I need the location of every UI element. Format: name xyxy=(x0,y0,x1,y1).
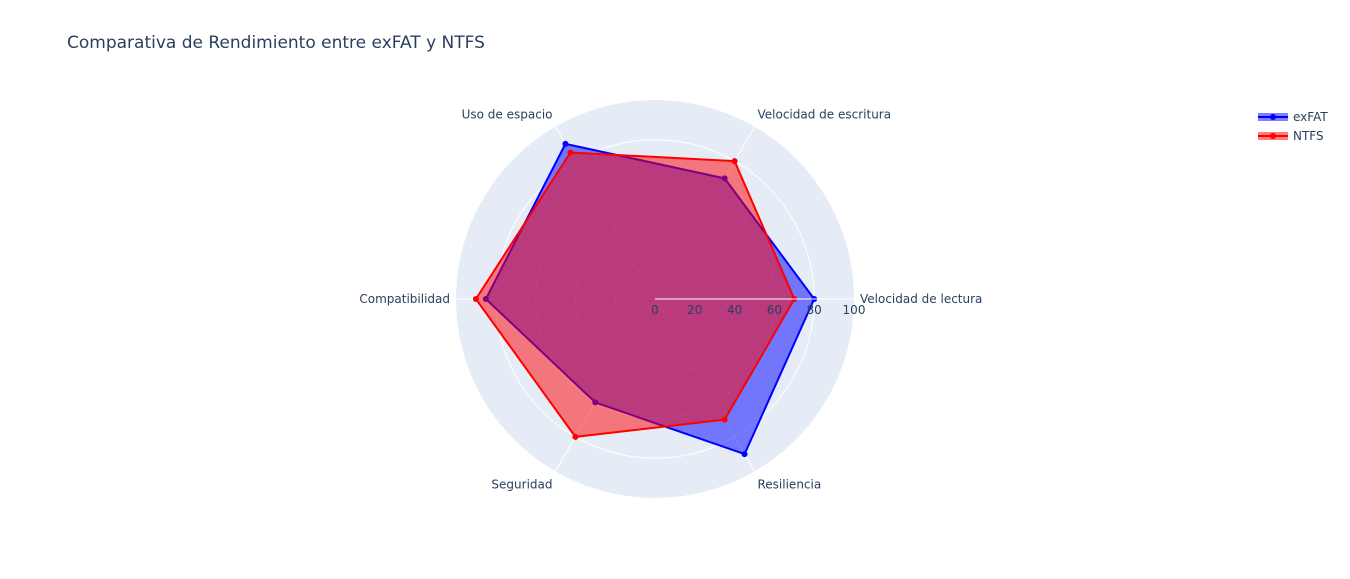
data-point-ntfs-5 xyxy=(721,416,728,423)
data-point-ntfs-1 xyxy=(731,158,738,165)
category-label: Velocidad de lectura xyxy=(860,292,982,306)
legend-item-exfat[interactable]: exFAT xyxy=(1258,107,1328,126)
radial-tick-label: 20 xyxy=(687,303,702,317)
category-label: Uso de espacio xyxy=(462,107,553,121)
legend-label-ntfs: NTFS xyxy=(1293,128,1324,143)
category-label: Resiliencia xyxy=(758,478,822,492)
category-label: Velocidad de escritura xyxy=(758,107,892,121)
legend-item-ntfs[interactable]: NTFS xyxy=(1258,126,1328,145)
category-label: Compatibilidad xyxy=(359,292,450,306)
radial-tick-label: 40 xyxy=(727,303,742,317)
radial-tick-label: 60 xyxy=(767,303,782,317)
radial-tick-label: 0 xyxy=(651,303,659,317)
legend-swatch-exfat-icon xyxy=(1258,112,1288,121)
data-point-exfat-5 xyxy=(741,451,748,458)
data-point-ntfs-2 xyxy=(567,149,574,156)
radial-tick-label: 80 xyxy=(807,303,822,317)
category-label: Seguridad xyxy=(491,478,552,492)
data-point-ntfs-3 xyxy=(472,296,479,302)
legend-swatch-ntfs-icon xyxy=(1258,131,1288,140)
legend-label-exfat: exFAT xyxy=(1293,109,1328,124)
data-point-ntfs-4 xyxy=(572,433,579,440)
data-point-exfat-2 xyxy=(562,140,569,147)
chart-title: Comparativa de Rendimiento entre exFAT y… xyxy=(67,33,485,53)
radial-tick-label: 100 xyxy=(843,303,866,317)
legend: exFAT NTFS xyxy=(1258,107,1328,145)
